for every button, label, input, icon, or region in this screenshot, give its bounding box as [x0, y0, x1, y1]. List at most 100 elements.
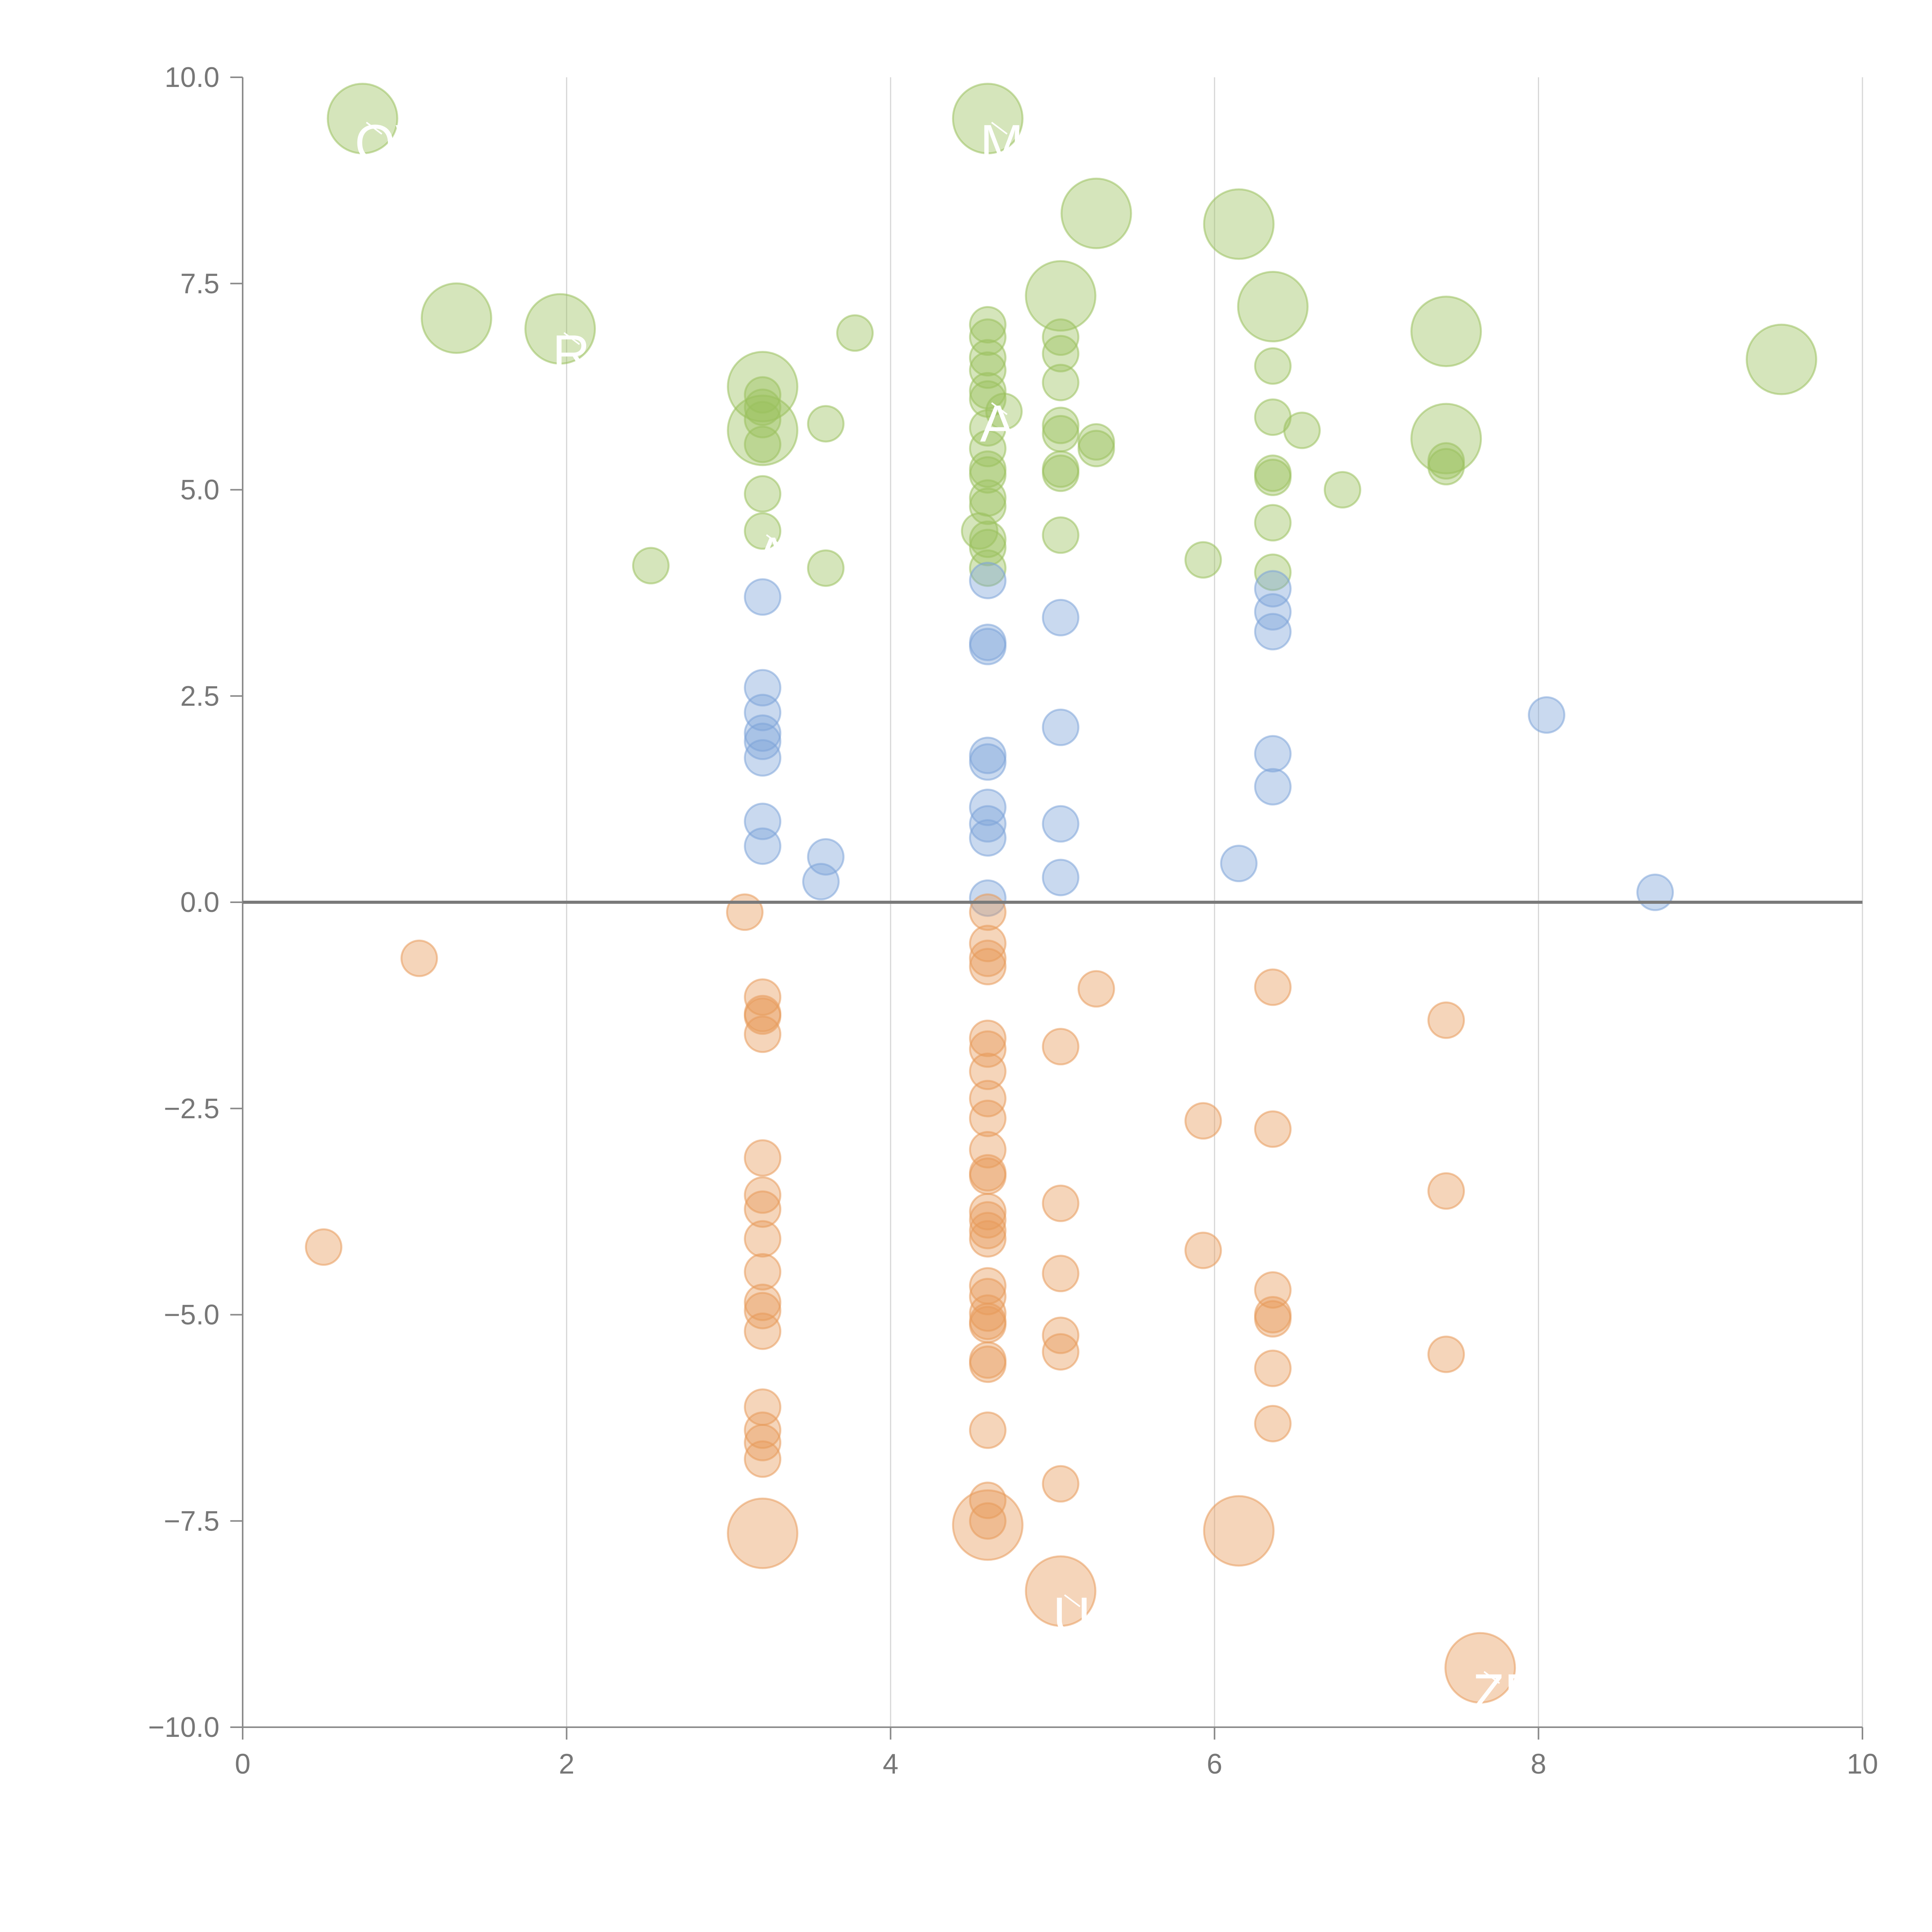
- bubble-low-7[interactable]: [744, 1139, 782, 1177]
- bubble-low-8[interactable]: [744, 1176, 782, 1214]
- bubble-high-28[interactable]: [969, 520, 1007, 558]
- bubble-low-17[interactable]: [744, 1423, 782, 1461]
- bubble-high-40[interactable]: [1042, 516, 1080, 554]
- bubble-low-29[interactable]: [969, 1131, 1007, 1168]
- bubble-low-10[interactable]: [744, 1220, 782, 1258]
- bubble-low-27[interactable]: [969, 1080, 1007, 1117]
- bubble-low-45[interactable]: [969, 1502, 1007, 1540]
- bubble-high-26[interactable]: [969, 487, 1007, 525]
- bubble-high-5[interactable]: [524, 293, 596, 365]
- bubble-low-48[interactable]: [1042, 1184, 1080, 1222]
- bubble-middle-22[interactable]: [1042, 859, 1080, 896]
- bubble-middle-26[interactable]: [1254, 613, 1292, 651]
- bubble-low-28[interactable]: [969, 1099, 1007, 1137]
- bubble-low-43[interactable]: [969, 1411, 1007, 1449]
- bubble-low-52[interactable]: [1042, 1465, 1080, 1503]
- bubble-high-0[interactable]: [327, 83, 398, 155]
- bubble-low-65[interactable]: [1427, 1001, 1465, 1039]
- bubble-low-19[interactable]: [727, 1497, 799, 1569]
- bubble-low-18[interactable]: [744, 1440, 782, 1478]
- bubble-high-46[interactable]: [744, 512, 782, 550]
- bubble-middle-23[interactable]: [1220, 845, 1258, 883]
- bubble-high-55[interactable]: [1254, 458, 1292, 496]
- bubble-low-49[interactable]: [1042, 1255, 1080, 1293]
- bubble-middle-17[interactable]: [969, 819, 1007, 857]
- bubble-low-23[interactable]: [969, 948, 1007, 986]
- bubble-high-3[interactable]: [1203, 188, 1275, 260]
- bubble-middle-29[interactable]: [1528, 696, 1566, 734]
- bubble-low-6[interactable]: [744, 1015, 782, 1053]
- bubble-middle-24[interactable]: [1254, 570, 1292, 608]
- bubble-low-13[interactable]: [744, 1292, 782, 1330]
- bubble-high-30[interactable]: [969, 549, 1007, 587]
- bubble-middle-4[interactable]: [744, 723, 782, 760]
- bubble-high-37[interactable]: [1077, 430, 1115, 468]
- bubble-low-0[interactable]: [305, 1228, 343, 1266]
- bubble-high-51[interactable]: [1254, 347, 1292, 385]
- bubble-high-57[interactable]: [1254, 553, 1292, 591]
- bubble-low-64[interactable]: [1254, 1405, 1292, 1442]
- bubble-low-38[interactable]: [969, 1294, 1007, 1332]
- bubble-low-59[interactable]: [1254, 1110, 1292, 1148]
- bubble-high-2[interactable]: [1060, 177, 1132, 249]
- bubble-middle-19[interactable]: [1042, 599, 1080, 636]
- bubble-high-6[interactable]: [1025, 260, 1097, 332]
- bubble-middle-0[interactable]: [744, 578, 782, 616]
- bubble-low-32[interactable]: [969, 1193, 1007, 1231]
- bubble-high-16[interactable]: [969, 339, 1007, 377]
- bubble-low-33[interactable]: [969, 1201, 1007, 1239]
- bubble-middle-12[interactable]: [969, 628, 1007, 665]
- bubble-low-2[interactable]: [726, 893, 764, 931]
- bubble-high-18[interactable]: [969, 372, 1007, 410]
- bubble-middle-20[interactable]: [1042, 708, 1080, 746]
- bubble-middle-25[interactable]: [1254, 593, 1292, 631]
- bubble-low-67[interactable]: [1427, 1335, 1465, 1373]
- bubble-low-56[interactable]: [1184, 1231, 1222, 1269]
- bubble-high-17[interactable]: [969, 351, 1007, 389]
- bubble-high-53[interactable]: [1283, 412, 1321, 449]
- bubble-low-3[interactable]: [744, 978, 782, 1016]
- bubble-low-66[interactable]: [1427, 1172, 1465, 1210]
- bubble-middle-7[interactable]: [744, 827, 782, 865]
- bubble-high-42[interactable]: [744, 388, 782, 426]
- bubble-low-12[interactable]: [744, 1283, 782, 1321]
- bubble-low-40[interactable]: [969, 1306, 1007, 1344]
- bubble-low-51[interactable]: [1042, 1333, 1080, 1371]
- bubble-middle-18[interactable]: [969, 879, 1007, 917]
- bubble-high-49[interactable]: [632, 547, 670, 585]
- bubble-low-9[interactable]: [744, 1190, 782, 1228]
- bubble-high-33[interactable]: [1042, 364, 1080, 401]
- bubble-middle-15[interactable]: [969, 788, 1007, 826]
- bubble-low-1[interactable]: [400, 939, 438, 977]
- bubble-high-24[interactable]: [969, 456, 1007, 494]
- bubble-middle-10[interactable]: [969, 561, 1007, 599]
- bubble-high-39[interactable]: [1042, 454, 1080, 492]
- bubble-high-58[interactable]: [1323, 471, 1361, 509]
- bubble-middle-16[interactable]: [969, 805, 1007, 843]
- bubble-high-15[interactable]: [969, 318, 1007, 356]
- bubble-high-45[interactable]: [744, 475, 782, 513]
- bubble-low-63[interactable]: [1254, 1349, 1292, 1387]
- bubble-high-50[interactable]: [1184, 541, 1222, 579]
- bubble-high-48[interactable]: [807, 549, 845, 587]
- bubble-middle-5[interactable]: [744, 739, 782, 777]
- bubble-middle-9[interactable]: [802, 863, 840, 901]
- bubble-low-21[interactable]: [969, 925, 1007, 963]
- bubble-low-68[interactable]: [1444, 1632, 1516, 1704]
- bubble-middle-27[interactable]: [1254, 735, 1292, 773]
- bubble-low-55[interactable]: [1184, 1102, 1222, 1140]
- bubble-middle-21[interactable]: [1042, 805, 1080, 843]
- bubble-low-31[interactable]: [969, 1157, 1007, 1195]
- bubble-low-42[interactable]: [969, 1345, 1007, 1383]
- bubble-high-47[interactable]: [807, 405, 845, 443]
- bubble-low-54[interactable]: [1077, 970, 1115, 1008]
- bubble-high-4[interactable]: [420, 282, 492, 354]
- bubble-high-31[interactable]: [1042, 318, 1080, 356]
- bubble-low-22[interactable]: [969, 939, 1007, 977]
- bubble-high-9[interactable]: [1745, 323, 1817, 395]
- bubble-middle-2[interactable]: [744, 694, 782, 731]
- bubble-high-34[interactable]: [1042, 406, 1080, 444]
- bubble-high-35[interactable]: [1042, 415, 1080, 452]
- bubble-low-34[interactable]: [969, 1212, 1007, 1250]
- bubble-middle-28[interactable]: [1254, 768, 1292, 806]
